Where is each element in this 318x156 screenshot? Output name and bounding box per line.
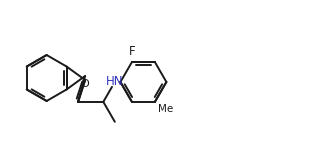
Text: HN: HN xyxy=(106,76,124,88)
Text: Me: Me xyxy=(158,104,173,114)
Text: O: O xyxy=(81,79,90,89)
Text: F: F xyxy=(128,45,135,58)
